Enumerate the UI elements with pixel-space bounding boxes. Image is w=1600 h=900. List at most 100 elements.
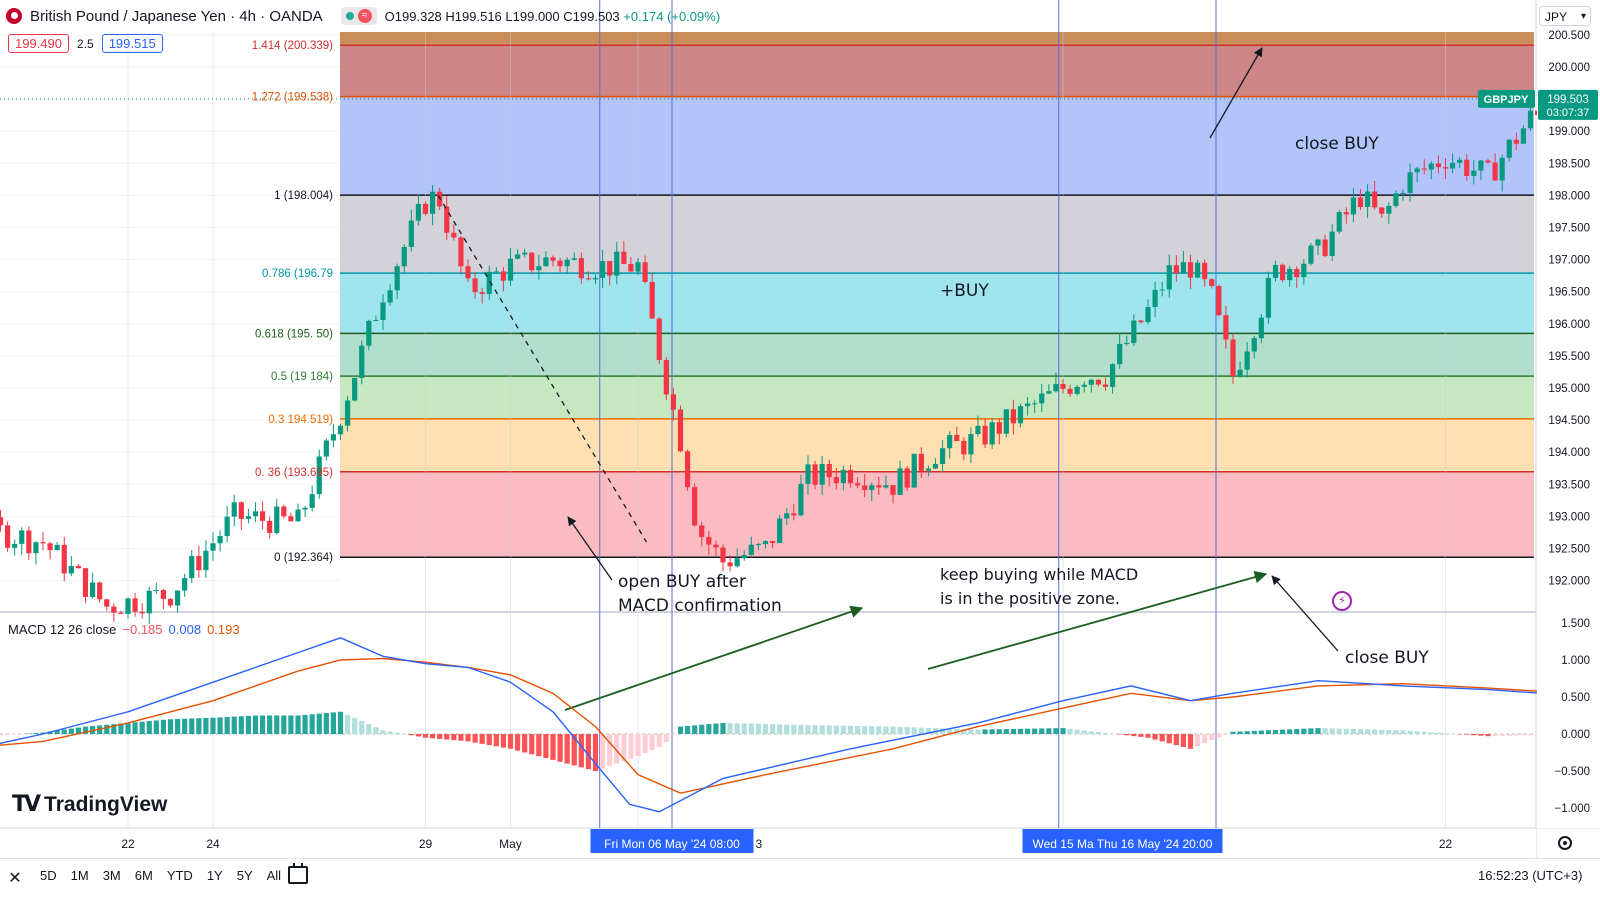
candle-body bbox=[1287, 268, 1293, 281]
candle-body bbox=[252, 511, 259, 517]
candle-body bbox=[607, 261, 613, 276]
period-3m-button[interactable]: 3M bbox=[102, 868, 121, 883]
macd-tick-label: 0.500 bbox=[1561, 692, 1590, 704]
candle-body bbox=[1322, 239, 1328, 257]
sell-price-button[interactable]: 199.490 bbox=[8, 34, 69, 53]
close-icon[interactable]: ✕ bbox=[8, 870, 22, 887]
macd-hist-bar bbox=[1060, 728, 1066, 734]
candle-body bbox=[245, 516, 252, 519]
candle-body bbox=[1024, 403, 1031, 407]
macd-hist-bar bbox=[628, 734, 634, 759]
macd-hist-bar bbox=[68, 728, 74, 734]
candle-body bbox=[174, 590, 181, 606]
period-all-button[interactable]: All bbox=[266, 868, 282, 883]
candle-body bbox=[585, 278, 592, 280]
macd-hist-bar bbox=[592, 734, 599, 771]
macd-hist-bar bbox=[677, 726, 684, 734]
arrow-open-buy bbox=[567, 516, 613, 581]
ohlc-readout: O199.328 H199.516 L199.000 C199.503 +0.1… bbox=[385, 9, 720, 24]
candle-body bbox=[677, 409, 684, 452]
candle-body bbox=[231, 502, 237, 517]
macd-hist-bar bbox=[947, 728, 953, 734]
macd-hist-bar bbox=[1053, 728, 1059, 734]
symbol-badge bbox=[1478, 89, 1535, 108]
candle-body bbox=[989, 422, 995, 445]
macd-hist-bar bbox=[706, 724, 712, 734]
market-status[interactable]: ≈ bbox=[340, 7, 377, 25]
macd-hist-bar bbox=[621, 734, 627, 762]
macd-hist-bar bbox=[1428, 732, 1434, 734]
candle-body bbox=[118, 612, 124, 614]
macd-hist-bar bbox=[1032, 728, 1038, 734]
macd-hist-bar bbox=[939, 728, 946, 734]
tradingview-logo[interactable]: TV TradingView bbox=[12, 792, 167, 817]
macd-hist-bar bbox=[1464, 734, 1470, 735]
candle-body bbox=[1237, 369, 1243, 376]
candle-body bbox=[160, 590, 167, 599]
candle-body bbox=[104, 599, 110, 607]
buy-price-button[interactable]: 199.515 bbox=[101, 34, 163, 53]
macd-hist-bar bbox=[1180, 734, 1187, 747]
candle-body bbox=[387, 290, 393, 303]
fib-label-1.272: 1.272 (199.538) bbox=[252, 92, 333, 104]
macd-line bbox=[0, 637, 1600, 813]
macd-hist-bar bbox=[925, 727, 932, 734]
candle-body bbox=[493, 271, 499, 273]
period-1y-button[interactable]: 1Y bbox=[206, 868, 223, 883]
macd-hist-bar bbox=[762, 724, 769, 734]
candle-body bbox=[75, 565, 82, 569]
candle-body bbox=[514, 254, 521, 259]
candle-body bbox=[1372, 191, 1378, 208]
macd-hist-bar bbox=[224, 716, 230, 734]
macd-hist-bar bbox=[1400, 730, 1406, 734]
fib-zone bbox=[340, 376, 1534, 419]
candle-body bbox=[1485, 160, 1491, 163]
time-tick-label: 22 bbox=[1439, 837, 1453, 851]
candle-body bbox=[642, 262, 648, 282]
macd-hist-bar bbox=[125, 722, 131, 734]
candle-body bbox=[1336, 212, 1342, 232]
candle-body bbox=[1435, 163, 1442, 168]
period-5y-button[interactable]: 5Y bbox=[236, 868, 253, 883]
macd-hist-bar bbox=[1506, 734, 1512, 736]
candle-body bbox=[876, 485, 882, 488]
candle-body bbox=[1017, 406, 1024, 424]
macd-hist-bar bbox=[252, 715, 259, 734]
macd-hist-bar bbox=[1046, 728, 1052, 734]
candle-body bbox=[238, 502, 244, 519]
calendar-range-icon[interactable] bbox=[288, 863, 308, 884]
arrow-close-buy-top bbox=[1209, 47, 1263, 139]
candle-body bbox=[684, 451, 691, 488]
macd-legend[interactable]: MACD 12 26 close −0.185 0.008 0.193 bbox=[8, 622, 240, 637]
period-ytd-button[interactable]: YTD bbox=[166, 868, 193, 883]
period-5d-button[interactable]: 5D bbox=[40, 868, 57, 883]
macd-hist-bar bbox=[1315, 728, 1321, 734]
currency-select[interactable]: JPY ▾ bbox=[1539, 6, 1591, 26]
macd-hist-bar bbox=[429, 734, 436, 739]
macd-hist-bar bbox=[19, 734, 25, 735]
symbol-title[interactable]: British Pound / Japanese Yen · 4h · OAND… bbox=[30, 7, 323, 25]
candle-body bbox=[1138, 320, 1144, 323]
candle-body bbox=[961, 440, 967, 455]
macd-hist-bar bbox=[1527, 734, 1534, 736]
candle-body bbox=[1407, 172, 1413, 193]
alert-bolt-icon[interactable]: ⚡ bbox=[1332, 591, 1352, 611]
candle-body bbox=[1145, 307, 1151, 323]
macd-hist-bar bbox=[614, 734, 620, 764]
macd-hist-bar bbox=[1251, 730, 1257, 734]
candle-body bbox=[529, 252, 535, 271]
period-6m-button[interactable]: 6M bbox=[134, 868, 153, 883]
bottom-toolbar bbox=[0, 858, 1600, 899]
candle-body bbox=[111, 606, 117, 613]
candle-body bbox=[1046, 391, 1052, 394]
candle-body bbox=[621, 251, 627, 264]
candle-body bbox=[139, 611, 145, 614]
fib-label-0: 0 (192.364) bbox=[274, 552, 333, 564]
gear-icon[interactable] bbox=[1558, 836, 1572, 850]
period-1m-button[interactable]: 1M bbox=[70, 868, 89, 883]
fib-zone bbox=[340, 471, 1534, 558]
candle-body bbox=[1117, 343, 1123, 365]
candle-body bbox=[1039, 393, 1045, 404]
macd-hist-bar bbox=[607, 734, 613, 767]
